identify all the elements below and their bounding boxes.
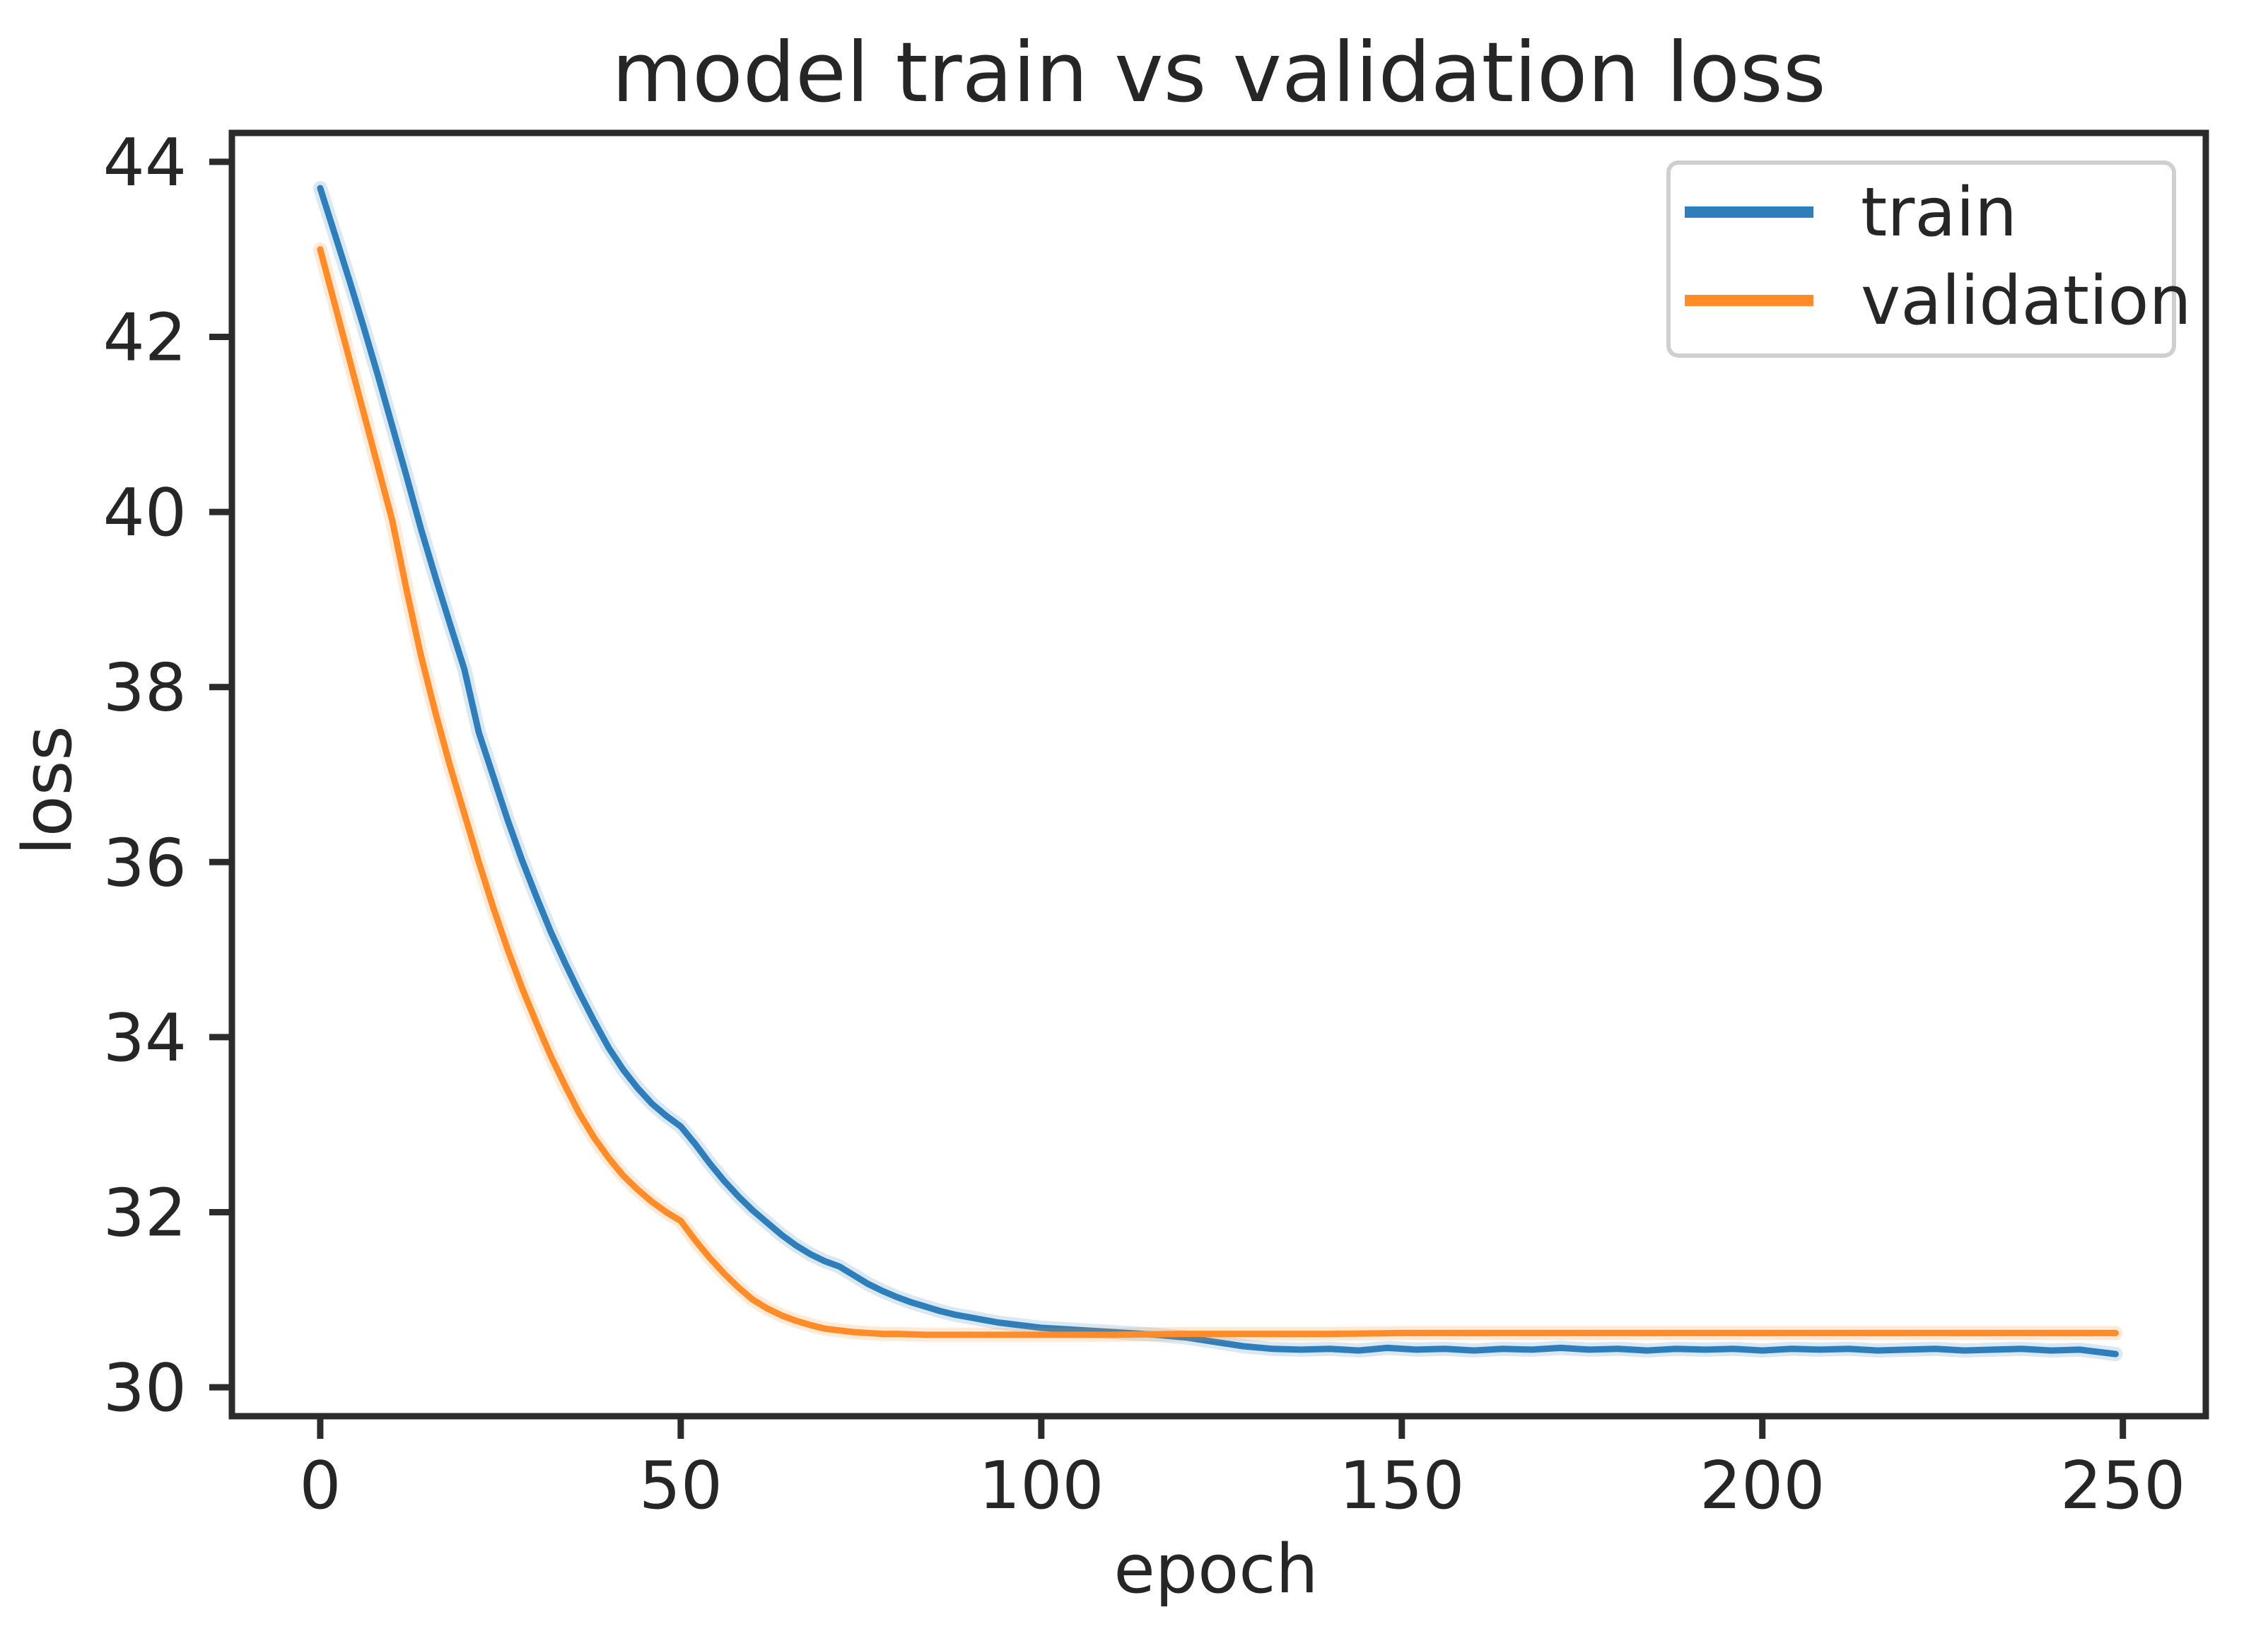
legend-label-validation: validation (1861, 262, 2192, 340)
y-axis-label: loss (9, 725, 87, 856)
y-tick-label: 34 (103, 1000, 187, 1076)
x-tick-label: 50 (639, 1447, 723, 1524)
y-tick-label: 38 (103, 650, 187, 726)
validation-line (317, 246, 2119, 1338)
x-axis-label: epoch (1113, 1531, 1318, 1608)
x-tick-label: 250 (2060, 1447, 2186, 1524)
x-tick-label: 0 (299, 1447, 341, 1524)
y-tick-label: 32 (103, 1175, 187, 1251)
y-axis-ticks: 30 32 34 36 38 40 42 44 (103, 124, 232, 1426)
series-lines (312, 181, 2123, 1362)
y-tick-label: 42 (103, 299, 187, 375)
x-tick-label: 150 (1339, 1447, 1465, 1524)
y-tick-label: 44 (103, 124, 187, 201)
y-tick-label: 40 (103, 474, 187, 551)
chart-title: model train vs validation loss (612, 24, 1826, 121)
train-line (317, 185, 2119, 1358)
x-tick-label: 100 (978, 1447, 1104, 1524)
y-tick-label: 30 (103, 1350, 187, 1426)
x-tick-label: 200 (1700, 1447, 1825, 1524)
plot-border (228, 129, 2209, 1420)
y-tick-label: 36 (103, 824, 187, 901)
legend-label-train: train (1861, 174, 2017, 252)
legend: train validation (1666, 160, 2192, 358)
x-axis-ticks: 0 50 100 150 200 250 (299, 1416, 2185, 1524)
